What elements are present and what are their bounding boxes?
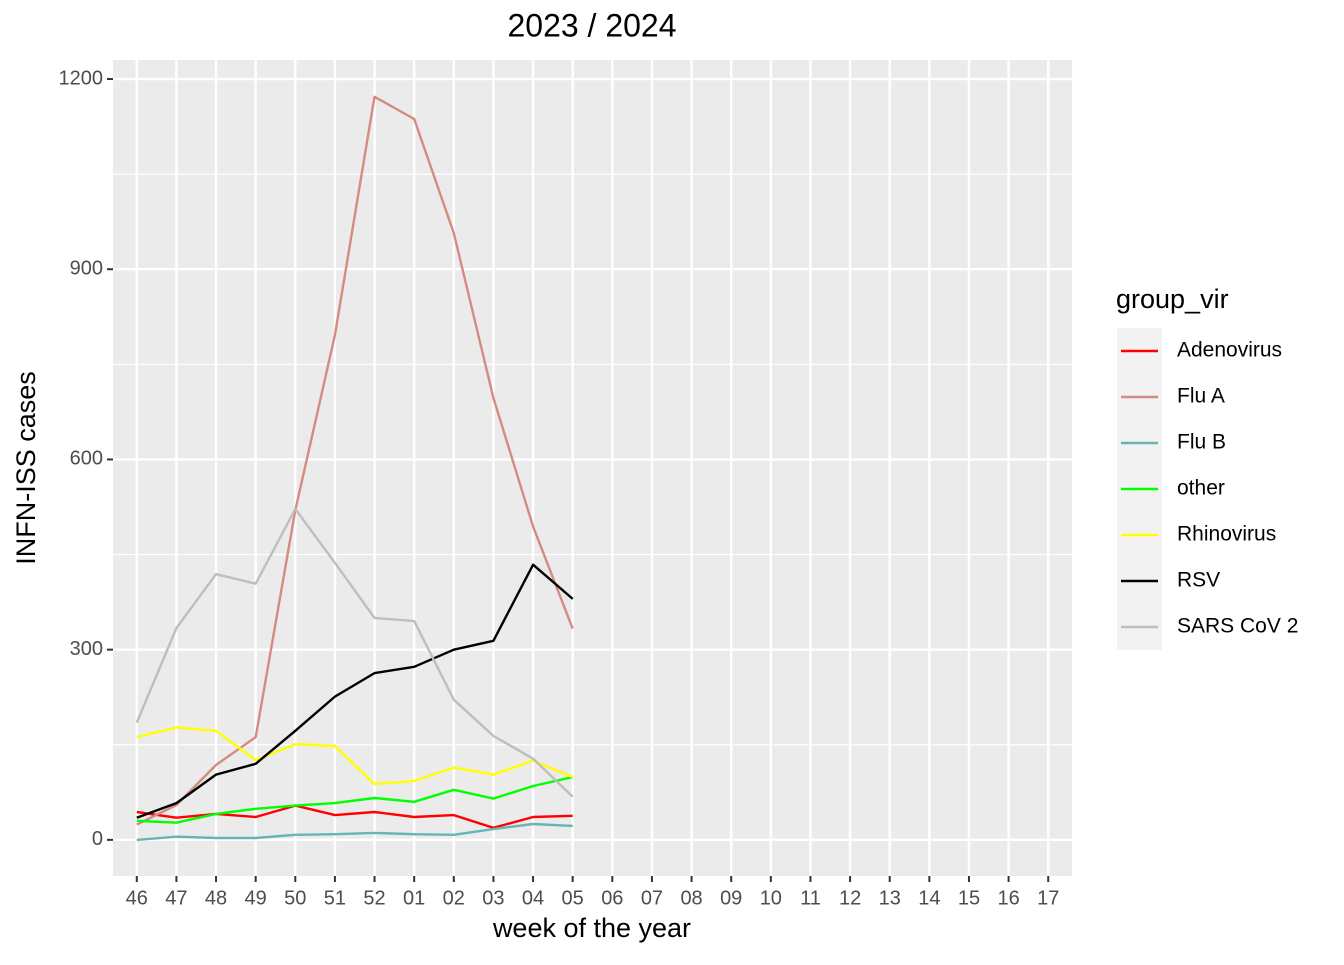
y-tick-label: 300: [70, 638, 103, 660]
x-tick-label: 05: [562, 887, 584, 909]
y-axis-title: INFN-ISS cases: [11, 371, 41, 565]
panel: [113, 60, 1072, 876]
x-tick-label: 47: [165, 887, 187, 909]
x-axis-title: week of the year: [492, 913, 691, 943]
legend-label: Flu B: [1177, 431, 1226, 454]
legend-label: SARS CoV 2: [1177, 615, 1298, 638]
series-line: [136, 95, 574, 826]
x-tick-label: 01: [403, 887, 425, 909]
y-tick-label: 600: [70, 448, 103, 470]
legend-label: other: [1177, 477, 1225, 500]
x-tick-label: 03: [482, 887, 504, 909]
y-tick-label: 1200: [59, 67, 104, 89]
legend-label: Rhinovirus: [1177, 523, 1276, 546]
x-tick-label: 09: [720, 887, 742, 909]
series-line: [135, 507, 574, 798]
series-line: [136, 775, 573, 824]
x-tick-label: 51: [324, 887, 346, 909]
y-tick-label: 900: [70, 258, 103, 280]
x-tick-label: 12: [839, 887, 861, 909]
chart-title: 2023 / 2024: [507, 7, 676, 43]
x-tick-label: 15: [958, 887, 980, 909]
x-tick-label: 16: [997, 887, 1019, 909]
x-tick-label: 49: [245, 887, 267, 909]
y-tick-label: 0: [92, 828, 103, 850]
x-tick-label: 06: [601, 887, 623, 909]
legend-label: RSV: [1177, 569, 1220, 592]
x-tick-label: 46: [126, 887, 148, 909]
x-tick-label: 02: [443, 887, 465, 909]
legend-label: Flu A: [1177, 385, 1225, 408]
x-tick-label: 48: [205, 887, 227, 909]
x-tick-label: 52: [363, 887, 385, 909]
x-tick-label: 14: [918, 887, 940, 909]
x-tick-label: 11: [800, 887, 821, 909]
x-tick-label: 10: [760, 887, 782, 909]
series-line: [136, 822, 573, 842]
x-tick-label: 17: [1037, 887, 1059, 909]
series-line: [136, 563, 574, 819]
x-tick-label: 08: [680, 887, 702, 909]
x-tick-label: 07: [641, 887, 663, 909]
series-line: [136, 726, 574, 786]
x-tick-label: 13: [879, 887, 901, 909]
legend-label: Adenovirus: [1177, 339, 1282, 362]
legend-title: group_vir: [1116, 284, 1229, 314]
x-tick-label: 04: [522, 887, 544, 909]
x-tick-label: 50: [284, 887, 306, 909]
